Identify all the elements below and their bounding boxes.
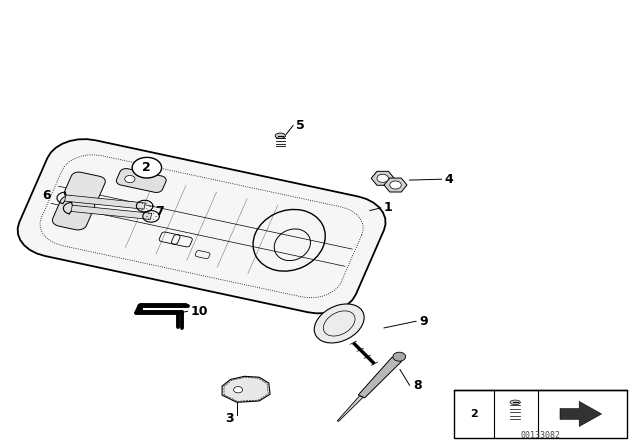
Circle shape (132, 157, 161, 178)
Text: 7: 7 (155, 205, 164, 219)
Polygon shape (64, 172, 106, 202)
Text: 6: 6 (43, 189, 51, 202)
Polygon shape (222, 376, 270, 402)
Text: 00133082: 00133082 (521, 431, 561, 440)
Polygon shape (65, 195, 145, 209)
Polygon shape (337, 396, 363, 422)
Circle shape (390, 181, 401, 189)
Text: 5: 5 (296, 119, 305, 132)
Text: 3: 3 (225, 412, 234, 426)
Polygon shape (116, 168, 166, 193)
Circle shape (125, 176, 135, 183)
Circle shape (377, 174, 388, 182)
Text: 9: 9 (419, 314, 428, 328)
Text: 1: 1 (384, 201, 393, 215)
Text: 4: 4 (445, 172, 454, 186)
Text: 8: 8 (413, 379, 421, 392)
Ellipse shape (275, 133, 285, 138)
Text: 2: 2 (143, 161, 151, 174)
Polygon shape (358, 357, 401, 398)
Polygon shape (560, 401, 602, 426)
Text: 10: 10 (191, 305, 208, 318)
Polygon shape (384, 178, 407, 192)
Circle shape (234, 387, 243, 393)
Polygon shape (371, 171, 394, 185)
Polygon shape (52, 196, 95, 230)
Bar (454, 390, 627, 438)
Text: 2: 2 (470, 409, 477, 419)
Ellipse shape (314, 304, 364, 343)
Ellipse shape (510, 400, 520, 405)
Polygon shape (18, 139, 385, 313)
Polygon shape (71, 205, 152, 220)
Circle shape (393, 352, 406, 361)
